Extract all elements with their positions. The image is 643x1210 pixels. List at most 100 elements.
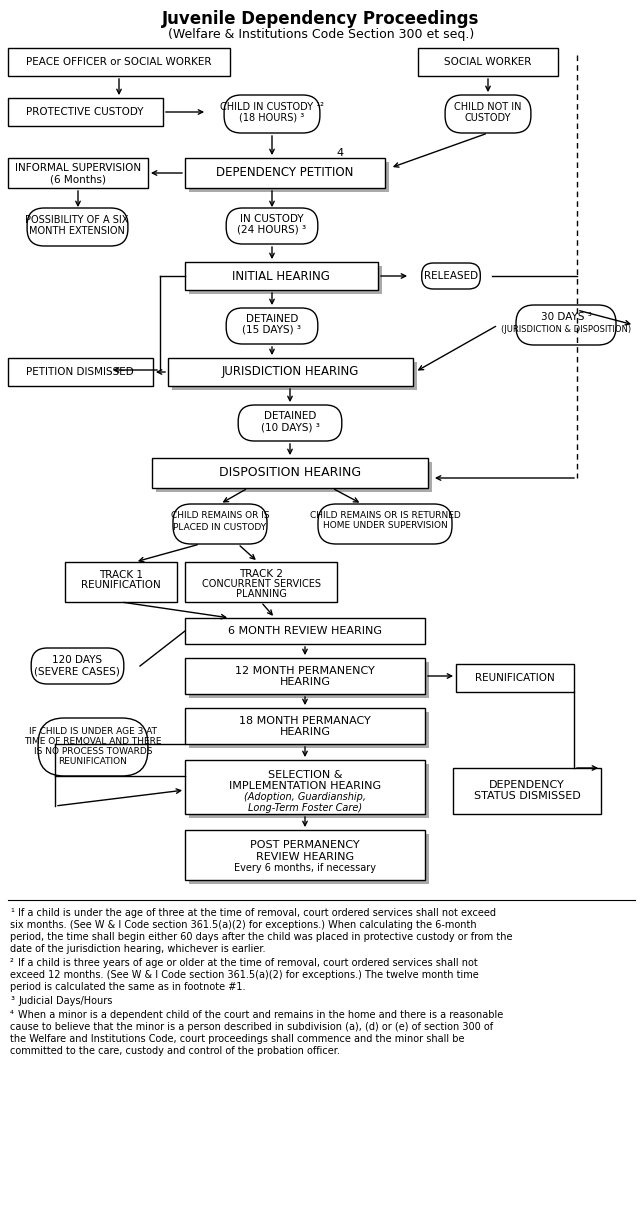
Text: POSSIBILITY OF A SIX: POSSIBILITY OF A SIX bbox=[25, 215, 129, 225]
Bar bbox=[185, 830, 425, 880]
Text: DEPENDENCY PETITION: DEPENDENCY PETITION bbox=[216, 167, 354, 179]
Text: Every 6 months, if necessary: Every 6 months, if necessary bbox=[234, 863, 376, 872]
Text: TIME OF REMOVAL AND THERE: TIME OF REMOVAL AND THERE bbox=[24, 738, 162, 747]
FancyBboxPatch shape bbox=[173, 505, 267, 544]
Bar bbox=[453, 768, 601, 814]
Bar bbox=[168, 358, 413, 386]
Text: ¹: ¹ bbox=[10, 908, 14, 918]
Text: REVIEW HEARING: REVIEW HEARING bbox=[256, 852, 354, 862]
Text: exceed 12 months. (See W & I Code section 361.5(a)(2) for exceptions.) The twelv: exceed 12 months. (See W & I Code sectio… bbox=[10, 970, 479, 980]
FancyBboxPatch shape bbox=[224, 96, 320, 133]
Text: PETITION DISMISSED: PETITION DISMISSED bbox=[26, 367, 134, 378]
Text: CHILD REMAINS OR IS RETURNED: CHILD REMAINS OR IS RETURNED bbox=[310, 511, 460, 519]
Text: (JURISDICTION & DISPOSITION): (JURISDICTION & DISPOSITION) bbox=[501, 324, 631, 334]
Text: (Adoption, Guardianship,: (Adoption, Guardianship, bbox=[244, 793, 366, 802]
Text: If a child is three years of age or older at the time of removal, court ordered : If a child is three years of age or olde… bbox=[18, 958, 478, 968]
Text: Juvenile Dependency Proceedings: Juvenile Dependency Proceedings bbox=[162, 10, 480, 28]
Bar bbox=[189, 764, 429, 818]
Text: REUNIFICATION: REUNIFICATION bbox=[59, 757, 127, 766]
FancyBboxPatch shape bbox=[226, 309, 318, 344]
Text: Judicial Days/Hours: Judicial Days/Hours bbox=[18, 996, 113, 1006]
Text: When a minor is a dependent child of the court and remains in the home and there: When a minor is a dependent child of the… bbox=[18, 1010, 503, 1020]
Bar bbox=[418, 48, 558, 76]
Bar bbox=[152, 459, 428, 488]
Bar bbox=[156, 462, 432, 492]
Bar bbox=[185, 561, 337, 603]
Text: INITIAL HEARING: INITIAL HEARING bbox=[232, 270, 330, 282]
Text: IS NO PROCESS TOWARDS: IS NO PROCESS TOWARDS bbox=[33, 748, 152, 756]
Bar bbox=[8, 48, 230, 76]
Text: CHILD NOT IN: CHILD NOT IN bbox=[454, 102, 521, 113]
Text: DISPOSITION HEARING: DISPOSITION HEARING bbox=[219, 467, 361, 479]
Text: STATUS DISMISSED: STATUS DISMISSED bbox=[474, 791, 581, 801]
Text: 120 DAYS: 120 DAYS bbox=[52, 655, 102, 666]
Text: DETAINED: DETAINED bbox=[264, 411, 316, 421]
Bar bbox=[189, 711, 429, 748]
Text: POST PERMANENCY: POST PERMANENCY bbox=[250, 840, 360, 849]
Text: PEACE OFFICER or SOCIAL WORKER: PEACE OFFICER or SOCIAL WORKER bbox=[26, 57, 212, 67]
Bar bbox=[185, 760, 425, 814]
Text: (24 HOURS) ³: (24 HOURS) ³ bbox=[237, 225, 307, 235]
Text: (SEVERE CASES): (SEVERE CASES) bbox=[34, 666, 120, 676]
Bar bbox=[189, 162, 389, 192]
Text: SOCIAL WORKER: SOCIAL WORKER bbox=[444, 57, 532, 67]
Bar bbox=[172, 362, 417, 390]
FancyBboxPatch shape bbox=[27, 208, 128, 246]
FancyBboxPatch shape bbox=[32, 649, 124, 684]
Text: (10 DAYS) ³: (10 DAYS) ³ bbox=[260, 422, 320, 432]
Bar bbox=[456, 664, 574, 692]
Text: HEARING: HEARING bbox=[280, 678, 331, 687]
Text: CHILD IN CUSTODY ¹²: CHILD IN CUSTODY ¹² bbox=[220, 102, 324, 113]
Bar bbox=[189, 662, 429, 698]
Text: (Welfare & Institutions Code Section 300 et seq.): (Welfare & Institutions Code Section 300… bbox=[168, 28, 474, 41]
Bar bbox=[65, 561, 177, 603]
Text: 30 DAYS ³: 30 DAYS ³ bbox=[541, 312, 592, 322]
FancyBboxPatch shape bbox=[422, 263, 480, 289]
Text: INFORMAL SUPERVISION: INFORMAL SUPERVISION bbox=[15, 163, 141, 173]
FancyBboxPatch shape bbox=[318, 505, 452, 544]
Text: ³: ³ bbox=[10, 996, 14, 1006]
Text: committed to the care, custody and control of the probation officer.: committed to the care, custody and contr… bbox=[10, 1045, 340, 1056]
Text: 4: 4 bbox=[336, 148, 343, 159]
Text: DEPENDENCY: DEPENDENCY bbox=[489, 780, 565, 790]
Bar bbox=[185, 708, 425, 744]
Text: PROTECTIVE CUSTODY: PROTECTIVE CUSTODY bbox=[26, 106, 144, 117]
Text: the Welfare and Institutions Code, court proceedings shall commence and the mino: the Welfare and Institutions Code, court… bbox=[10, 1035, 464, 1044]
FancyBboxPatch shape bbox=[445, 96, 531, 133]
Text: ⁴: ⁴ bbox=[10, 1010, 14, 1020]
Text: JURISDICTION HEARING: JURISDICTION HEARING bbox=[221, 365, 359, 379]
Text: IF CHILD IS UNDER AGE 3 AT: IF CHILD IS UNDER AGE 3 AT bbox=[29, 727, 157, 737]
Text: HOME UNDER SUPERVISION: HOME UNDER SUPERVISION bbox=[323, 522, 448, 530]
Text: RELEASED: RELEASED bbox=[424, 271, 478, 281]
Text: period is calculated the same as in footnote #1.: period is calculated the same as in foot… bbox=[10, 983, 246, 992]
Text: cause to believe that the minor is a person described in subdivision (a), (d) or: cause to believe that the minor is a per… bbox=[10, 1022, 493, 1032]
Text: (18 HOURS) ³: (18 HOURS) ³ bbox=[239, 113, 305, 123]
FancyBboxPatch shape bbox=[226, 208, 318, 244]
Text: ²: ² bbox=[10, 958, 14, 968]
Bar bbox=[185, 618, 425, 644]
Text: HEARING: HEARING bbox=[280, 727, 331, 737]
Bar bbox=[185, 263, 378, 290]
Text: DETAINED: DETAINED bbox=[246, 315, 298, 324]
FancyBboxPatch shape bbox=[238, 405, 342, 440]
Text: IN CUSTODY: IN CUSTODY bbox=[240, 214, 303, 224]
Text: PLACED IN CUSTODY: PLACED IN CUSTODY bbox=[174, 523, 267, 531]
Text: (15 DAYS) ³: (15 DAYS) ³ bbox=[242, 325, 302, 335]
Text: CHILD REMAINS OR IS: CHILD REMAINS OR IS bbox=[170, 512, 269, 520]
Bar bbox=[189, 834, 429, 885]
Text: Long-Term Foster Care): Long-Term Foster Care) bbox=[248, 803, 362, 813]
Text: REUNIFICATION: REUNIFICATION bbox=[475, 673, 555, 682]
Text: PLANNING: PLANNING bbox=[235, 589, 286, 599]
Bar bbox=[8, 98, 163, 126]
Text: (6 Months): (6 Months) bbox=[50, 174, 106, 184]
Text: CONCURRENT SERVICES: CONCURRENT SERVICES bbox=[201, 580, 320, 589]
Text: IMPLEMENTATION HEARING: IMPLEMENTATION HEARING bbox=[229, 780, 381, 791]
Bar bbox=[185, 658, 425, 695]
FancyBboxPatch shape bbox=[516, 305, 616, 345]
Bar bbox=[189, 266, 382, 294]
Bar bbox=[8, 358, 153, 386]
Text: CUSTODY: CUSTODY bbox=[465, 113, 511, 123]
Bar bbox=[185, 159, 385, 188]
Text: If a child is under the age of three at the time of removal, court ordered servi: If a child is under the age of three at … bbox=[18, 908, 496, 918]
Text: date of the jurisdiction hearing, whichever is earlier.: date of the jurisdiction hearing, whiche… bbox=[10, 944, 266, 953]
